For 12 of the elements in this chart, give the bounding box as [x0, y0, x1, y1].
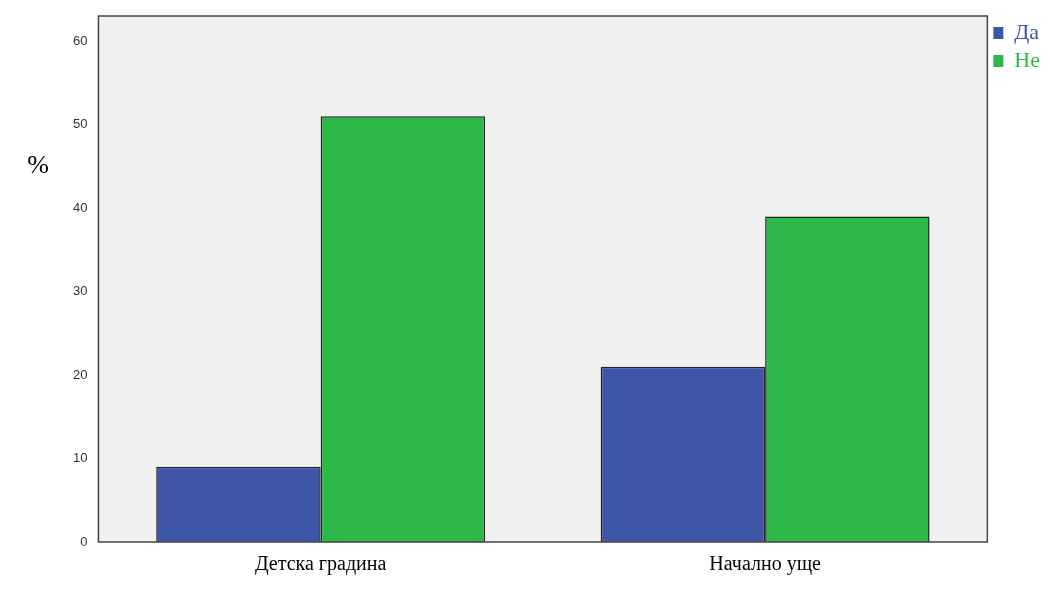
- y-tick-label: 40: [72, 199, 88, 215]
- x-tick-label: Начално уще: [709, 552, 822, 576]
- y-axis-title: %: [27, 149, 49, 179]
- y-tick-label: 0: [80, 533, 88, 549]
- y-tick-label: 60: [72, 32, 88, 48]
- legend-label: Не: [1014, 46, 1040, 72]
- x-tick-label: Детска градина: [254, 552, 387, 576]
- y-tick-label: 20: [72, 366, 88, 382]
- y-tick-label: 50: [72, 116, 88, 132]
- y-tick-label: 30: [72, 283, 88, 299]
- legend-label: Да: [1014, 18, 1040, 44]
- y-tick-label: 10: [72, 450, 88, 466]
